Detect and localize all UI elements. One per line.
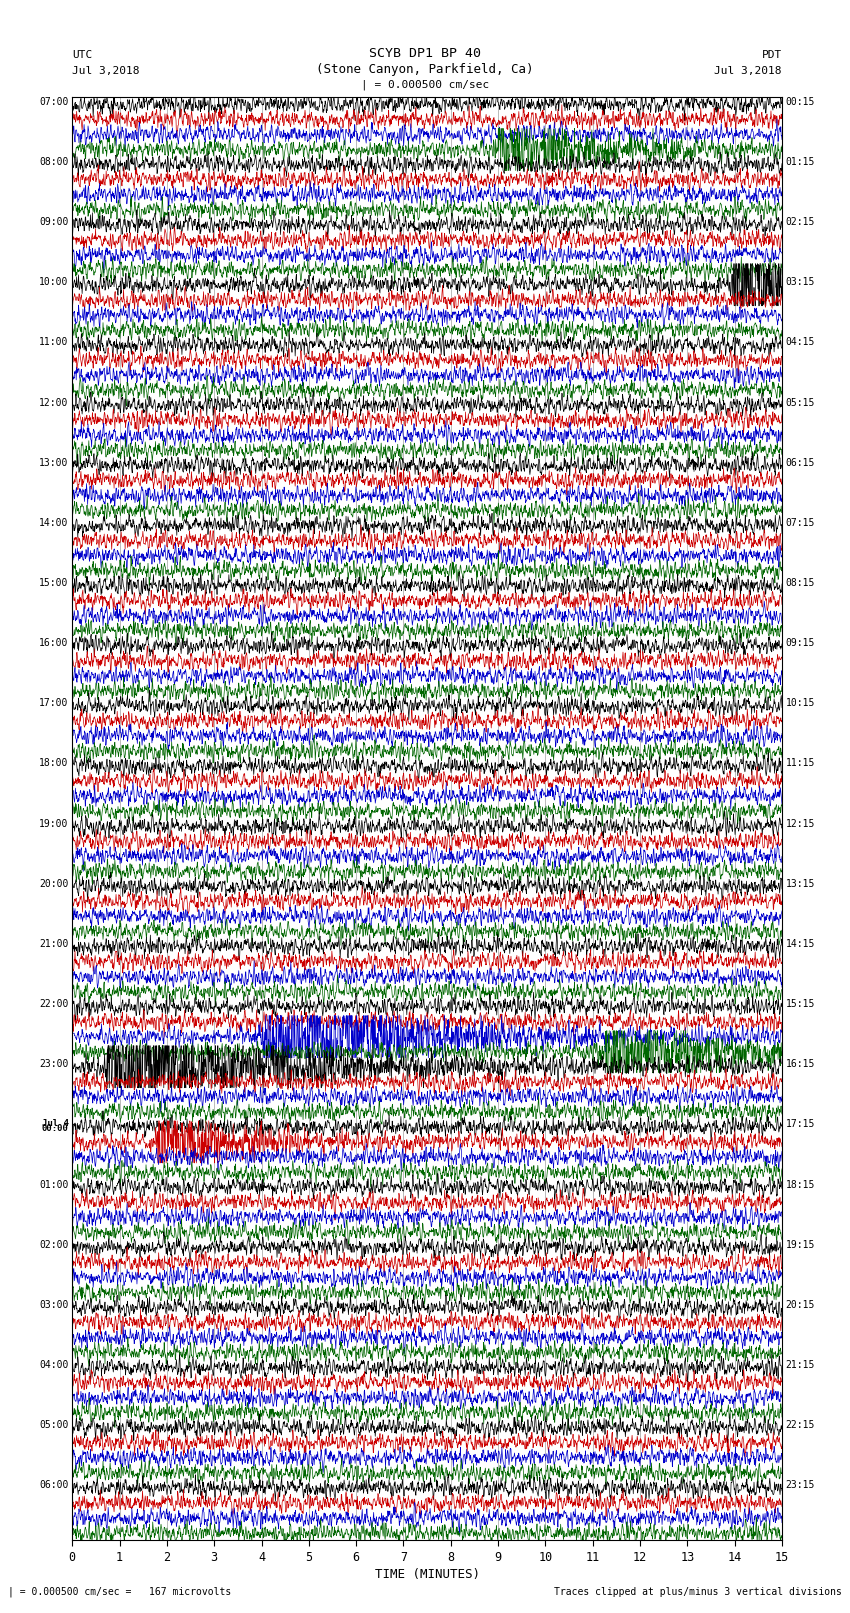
- Text: | = 0.000500 cm/sec: | = 0.000500 cm/sec: [361, 79, 489, 90]
- Text: 22:15: 22:15: [785, 1419, 815, 1431]
- Text: PDT: PDT: [762, 50, 782, 60]
- Text: 18:15: 18:15: [785, 1179, 815, 1189]
- Text: 18:00: 18:00: [39, 758, 69, 768]
- Text: 09:00: 09:00: [39, 218, 69, 227]
- Text: 16:15: 16:15: [785, 1060, 815, 1069]
- Text: 13:15: 13:15: [785, 879, 815, 889]
- Text: 05:15: 05:15: [785, 397, 815, 408]
- Text: Jul 3,2018: Jul 3,2018: [715, 66, 782, 76]
- Text: 01:00: 01:00: [39, 1179, 69, 1189]
- Text: 02:00: 02:00: [39, 1240, 69, 1250]
- Text: 14:00: 14:00: [39, 518, 69, 527]
- Text: 10:15: 10:15: [785, 698, 815, 708]
- Text: Traces clipped at plus/minus 3 vertical divisions: Traces clipped at plus/minus 3 vertical …: [553, 1587, 842, 1597]
- X-axis label: TIME (MINUTES): TIME (MINUTES): [375, 1568, 479, 1581]
- Text: 21:15: 21:15: [785, 1360, 815, 1369]
- Text: 19:00: 19:00: [39, 819, 69, 829]
- Text: 20:15: 20:15: [785, 1300, 815, 1310]
- Text: Jul 4: Jul 4: [42, 1119, 69, 1129]
- Text: 17:00: 17:00: [39, 698, 69, 708]
- Text: 04:15: 04:15: [785, 337, 815, 347]
- Text: 15:00: 15:00: [39, 577, 69, 589]
- Text: 08:00: 08:00: [39, 156, 69, 166]
- Text: 09:15: 09:15: [785, 639, 815, 648]
- Text: 03:00: 03:00: [39, 1300, 69, 1310]
- Text: 15:15: 15:15: [785, 998, 815, 1010]
- Text: 14:15: 14:15: [785, 939, 815, 948]
- Text: 06:15: 06:15: [785, 458, 815, 468]
- Text: 12:15: 12:15: [785, 819, 815, 829]
- Text: 11:00: 11:00: [39, 337, 69, 347]
- Text: 16:00: 16:00: [39, 639, 69, 648]
- Text: 23:15: 23:15: [785, 1481, 815, 1490]
- Text: 00:00: 00:00: [42, 1124, 69, 1132]
- Text: 03:15: 03:15: [785, 277, 815, 287]
- Text: 07:00: 07:00: [39, 97, 69, 106]
- Text: 05:00: 05:00: [39, 1419, 69, 1431]
- Text: 11:15: 11:15: [785, 758, 815, 768]
- Text: 19:15: 19:15: [785, 1240, 815, 1250]
- Text: | = 0.000500 cm/sec =   167 microvolts: | = 0.000500 cm/sec = 167 microvolts: [8, 1586, 232, 1597]
- Text: 12:00: 12:00: [39, 397, 69, 408]
- Text: 23:00: 23:00: [39, 1060, 69, 1069]
- Text: 08:15: 08:15: [785, 577, 815, 589]
- Text: 20:00: 20:00: [39, 879, 69, 889]
- Text: 00:15: 00:15: [785, 97, 815, 106]
- Text: 06:00: 06:00: [39, 1481, 69, 1490]
- Text: 13:00: 13:00: [39, 458, 69, 468]
- Text: Jul 3,2018: Jul 3,2018: [72, 66, 139, 76]
- Text: 07:15: 07:15: [785, 518, 815, 527]
- Text: UTC: UTC: [72, 50, 93, 60]
- Text: SCYB DP1 BP 40: SCYB DP1 BP 40: [369, 47, 481, 60]
- Text: 02:15: 02:15: [785, 218, 815, 227]
- Text: (Stone Canyon, Parkfield, Ca): (Stone Canyon, Parkfield, Ca): [316, 63, 534, 76]
- Text: 04:00: 04:00: [39, 1360, 69, 1369]
- Text: 22:00: 22:00: [39, 998, 69, 1010]
- Text: 21:00: 21:00: [39, 939, 69, 948]
- Text: 01:15: 01:15: [785, 156, 815, 166]
- Text: 17:15: 17:15: [785, 1119, 815, 1129]
- Text: 10:00: 10:00: [39, 277, 69, 287]
